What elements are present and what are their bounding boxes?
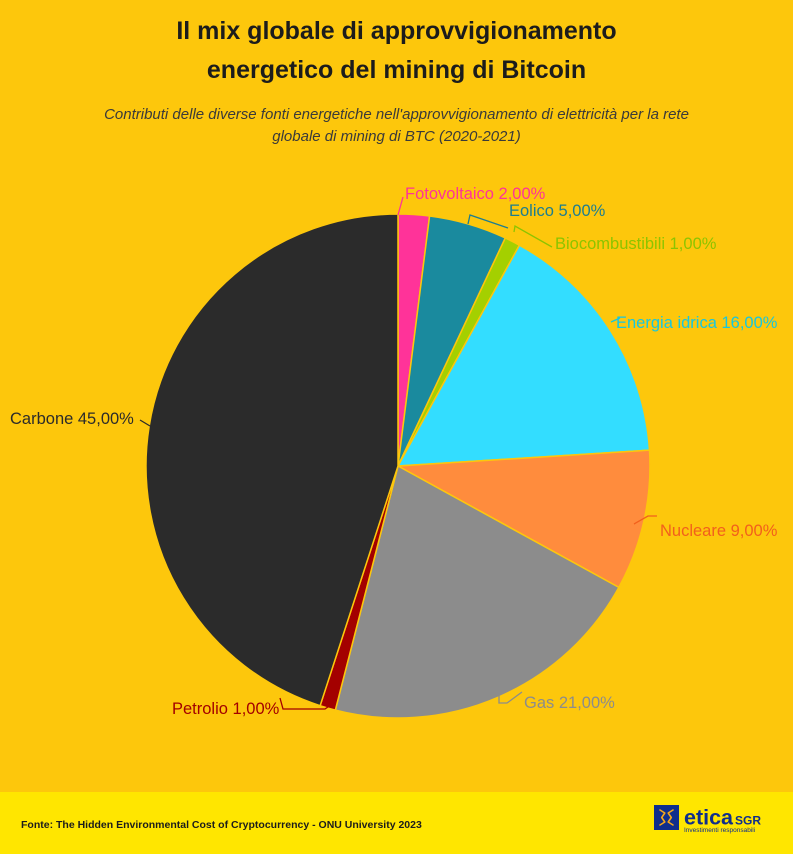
svg-text:Petrolio 1,00%: Petrolio 1,00%: [172, 700, 280, 718]
svg-text:Gas 21,00%: Gas 21,00%: [524, 694, 615, 712]
svg-text:Biocombustibili 1,00%: Biocombustibili 1,00%: [555, 235, 717, 253]
svg-text:Eolico 5,00%: Eolico 5,00%: [509, 202, 606, 220]
svg-text:Fotovoltaico 2,00%: Fotovoltaico 2,00%: [405, 185, 546, 203]
svg-text:Carbone 45,00%: Carbone 45,00%: [10, 410, 134, 428]
svg-text:Nucleare 9,00%: Nucleare 9,00%: [660, 522, 778, 540]
svg-text:Energia idrica 16,00%: Energia idrica 16,00%: [616, 314, 778, 332]
svg-text:Investimenti responsabili: Investimenti responsabili: [684, 827, 755, 834]
